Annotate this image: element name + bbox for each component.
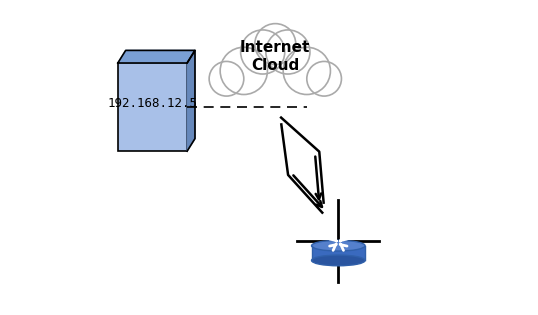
Circle shape bbox=[209, 61, 244, 96]
Text: Internet
Cloud: Internet Cloud bbox=[240, 41, 310, 73]
Polygon shape bbox=[187, 50, 195, 151]
Circle shape bbox=[240, 30, 285, 74]
FancyBboxPatch shape bbox=[215, 69, 335, 91]
Circle shape bbox=[283, 47, 330, 94]
Polygon shape bbox=[118, 50, 195, 63]
Circle shape bbox=[255, 24, 296, 65]
Ellipse shape bbox=[312, 240, 365, 251]
Polygon shape bbox=[312, 246, 365, 261]
Circle shape bbox=[266, 30, 310, 74]
FancyBboxPatch shape bbox=[118, 63, 187, 151]
Ellipse shape bbox=[312, 255, 365, 266]
Circle shape bbox=[220, 47, 267, 94]
Text: 192.168.12.5: 192.168.12.5 bbox=[108, 97, 197, 111]
Circle shape bbox=[307, 61, 342, 96]
